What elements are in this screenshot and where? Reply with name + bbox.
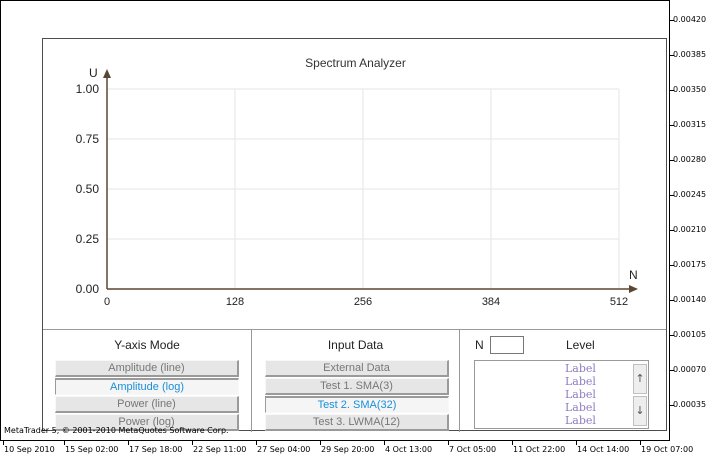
x-axis-arrow <box>629 285 638 293</box>
x-tick-label: 256 <box>353 296 373 308</box>
spectrum-plot <box>103 69 638 293</box>
price-tick <box>670 20 674 21</box>
level-item[interactable]: Label <box>565 414 596 427</box>
price-label: 0.00175 <box>673 260 707 269</box>
price-tick <box>670 335 674 336</box>
time-tick <box>192 441 193 445</box>
time-label: 27 Sep 04:00 <box>257 445 311 454</box>
amplitude-log-button[interactable]: Amplitude (log) <box>55 378 239 395</box>
price-label: 0.00420 <box>673 15 707 24</box>
time-axis: 10 Sep 2010 15 Sep 02:00 17 Sep 18:00 22… <box>0 441 721 460</box>
time-label: 17 Sep 18:00 <box>129 445 183 454</box>
time-tick <box>448 441 449 445</box>
y-axis-arrow <box>103 69 111 78</box>
spectrum-analyzer-panel: Spectrum Analyzer U N 1.00 0.75 0.50 0.2… <box>42 38 667 432</box>
y-axis-label: U <box>89 66 98 80</box>
time-tick <box>576 441 577 445</box>
y-axis-mode-section: Y-axis Mode Amplitude (line) Amplitude (… <box>43 330 251 432</box>
arrow-up-icon: ↑ <box>635 372 645 385</box>
level-item[interactable]: Label <box>565 375 596 388</box>
test1-sma3-button[interactable]: Test 1. SMA(3) <box>265 378 449 395</box>
time-label: 7 Oct 05:00 <box>449 445 497 454</box>
level-list[interactable]: Label Label Label Label Label ↑ ↓ <box>474 360 649 429</box>
price-label: 0.00210 <box>673 225 707 234</box>
price-tick <box>670 55 674 56</box>
time-tick <box>512 441 513 445</box>
time-label: 14 Oct 14:00 <box>577 445 630 454</box>
y-tick-label: 0.75 <box>75 132 99 146</box>
time-label: 4 Oct 13:00 <box>385 445 433 454</box>
x-tick-label: 512 <box>609 296 629 308</box>
time-tick <box>128 441 129 445</box>
time-tick <box>3 441 4 445</box>
time-label: 22 Sep 11:00 <box>193 445 247 454</box>
level-item[interactable]: Label <box>565 401 596 414</box>
price-tick <box>670 125 674 126</box>
level-item[interactable]: Label <box>565 388 596 401</box>
price-label: 0.00035 <box>673 400 707 409</box>
copyright-text: MetaTrader 5, © 2001-2010 MetaQuotes Sof… <box>4 426 229 435</box>
price-tick <box>670 265 674 266</box>
x-tick-label: 384 <box>481 296 501 308</box>
price-tick <box>670 370 674 371</box>
price-tick <box>670 160 674 161</box>
control-area: Y-axis Mode Amplitude (line) Amplitude (… <box>43 329 666 432</box>
time-label: 29 Sep 20:00 <box>321 445 375 454</box>
scroll-up-button[interactable]: ↑ <box>633 364 647 394</box>
time-label: 19 Oct 07:00 <box>641 445 694 454</box>
external-data-button[interactable]: External Data <box>265 360 449 377</box>
y-tick-label: 0.25 <box>75 232 99 246</box>
price-label: 0.00245 <box>673 190 707 199</box>
n-label: N <box>475 338 484 352</box>
price-tick <box>670 300 674 301</box>
price-label: 0.00105 <box>673 330 707 339</box>
test2-sma32-button[interactable]: Test 2. SMA(32) <box>265 396 449 413</box>
time-tick <box>256 441 257 445</box>
level-title: Level <box>566 338 595 352</box>
section-title: Input Data <box>327 338 384 352</box>
plot-title: Spectrum Analyzer <box>305 56 406 70</box>
price-label: 0.00385 <box>673 50 707 59</box>
price-label: 0.00140 <box>673 295 707 304</box>
x-tick-label: 128 <box>225 296 245 308</box>
scroll-down-button[interactable]: ↓ <box>633 396 647 426</box>
price-label: 0.00280 <box>673 155 707 164</box>
price-tick <box>670 405 674 406</box>
y-tick-label: 1.00 <box>75 82 99 96</box>
section-title: Y-axis Mode <box>114 338 180 352</box>
y-tick-label: 0.00 <box>75 282 99 296</box>
y-tick-label: 0.50 <box>75 182 99 196</box>
price-tick <box>670 195 674 196</box>
time-tick <box>640 441 641 445</box>
power-log-button[interactable]: Power (log) <box>55 414 239 431</box>
price-tick <box>670 230 674 231</box>
power-line-button[interactable]: Power (line) <box>55 396 239 413</box>
price-tick <box>670 90 674 91</box>
test3-lwma12-button[interactable]: Test 3. LWMA(12) <box>265 414 449 431</box>
level-item[interactable]: Label <box>565 362 596 375</box>
price-label: 0.00350 <box>673 85 707 94</box>
input-data-section: Input Data External Data Test 1. SMA(3) … <box>251 330 459 432</box>
price-label: 0.00070 <box>673 365 707 374</box>
time-tick <box>64 441 65 445</box>
n-input[interactable] <box>490 336 524 354</box>
time-label: 10 Sep 2010 <box>4 445 55 454</box>
amplitude-line-button[interactable]: Amplitude (line) <box>55 360 239 377</box>
level-section: N Level Label Label Label Label Label ↑ … <box>459 330 666 432</box>
time-label: 11 Oct 22:00 <box>513 445 566 454</box>
price-label: 0.00315 <box>673 120 707 129</box>
price-axis: 0.00420 0.00385 0.00350 0.00315 0.00280 … <box>670 0 721 441</box>
arrow-down-icon: ↓ <box>635 404 645 417</box>
x-tick-label: 0 <box>103 296 111 308</box>
time-label: 15 Sep 02:00 <box>65 445 119 454</box>
x-axis-label: N <box>629 268 638 282</box>
time-tick <box>384 441 385 445</box>
time-tick <box>320 441 321 445</box>
